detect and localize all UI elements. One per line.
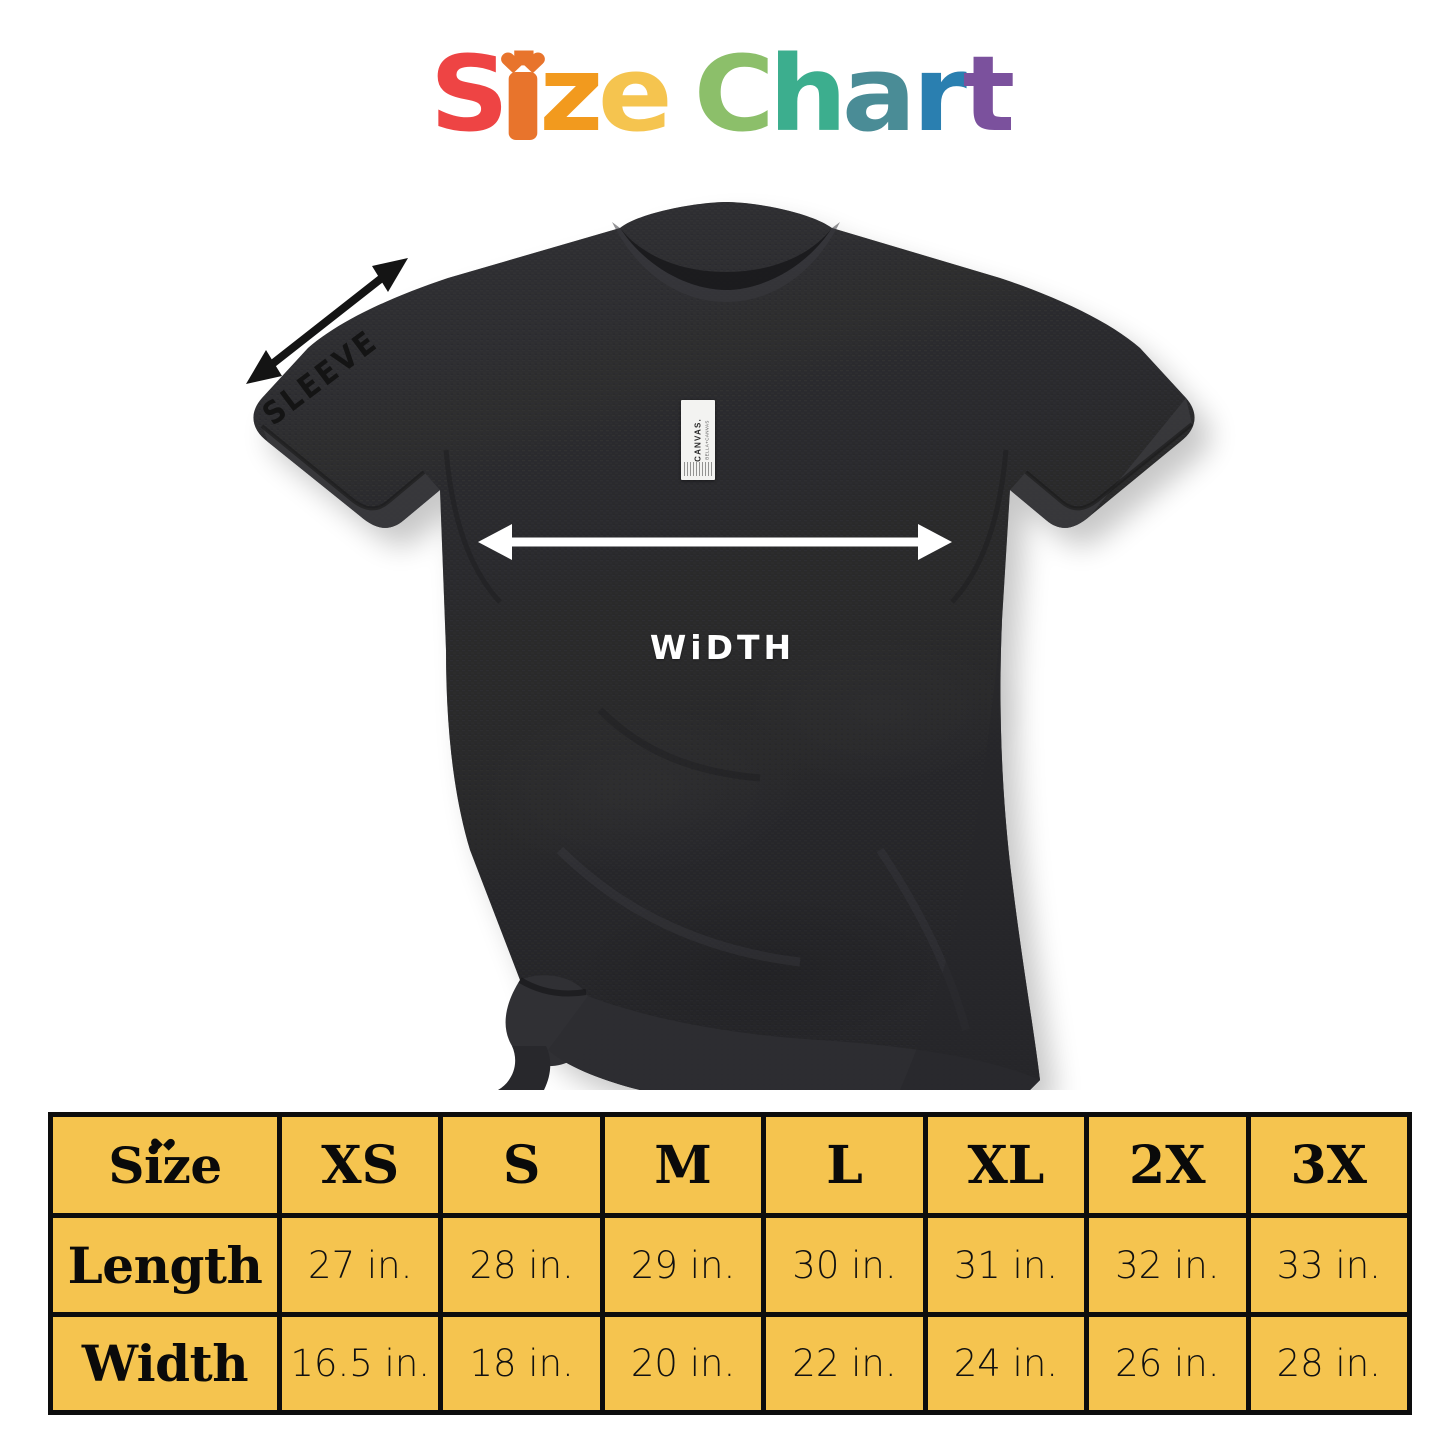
size-chart-title: SizeChart — [430, 33, 1015, 155]
shirt-body-shape — [253, 202, 1195, 1090]
header-cell-size: Size — [48, 1111, 282, 1219]
length-xs: 27 in. — [276, 1213, 444, 1317]
rowhead-length: Length — [48, 1213, 282, 1317]
length-s: 28 in. — [438, 1213, 605, 1317]
header-cell-m: M — [599, 1111, 767, 1219]
length-xl: 31 in. — [922, 1213, 1090, 1317]
header-cell-xs: XS — [276, 1111, 444, 1219]
title-letter-r-8: r — [912, 33, 966, 155]
tshirt-illustration — [246, 202, 1195, 1090]
width-m: 20 in. — [599, 1311, 767, 1416]
title-letter-a-7: a — [842, 33, 916, 155]
neck-brand-subtext: BELLA+CANVAS — [704, 420, 710, 460]
page-title: SizeChart — [0, 42, 1445, 162]
tshirt-photo: SLEEVE WiDTH CANVAS. BELLA+CANVAS — [0, 150, 1445, 1090]
neck-brand-label: CANVAS. BELLA+CANVAS — [681, 400, 715, 480]
title-letter-i-stem — [509, 72, 538, 140]
width-xs: 16.5 in. — [276, 1311, 444, 1416]
size-table: Size XS S M L XL 2X 3X Length 27 in. 28 … — [48, 1111, 1413, 1416]
header-cell-xl: XL — [922, 1111, 1090, 1219]
rowhead-width: Width — [48, 1311, 282, 1416]
title-letter-i-1: i — [505, 42, 543, 146]
table-row-length: Length 27 in. 28 in. 29 in. 30 in. 31 in… — [48, 1213, 1413, 1317]
length-l: 30 in. — [761, 1213, 928, 1317]
header-cell-s: S — [438, 1111, 605, 1219]
title-letter-t-9: t — [962, 33, 1015, 155]
heart-icon — [155, 1134, 170, 1148]
size-table-container: Size XS S M L XL 2X 3X Length 27 in. 28 … — [48, 1111, 1413, 1416]
title-letter-c-5: C — [693, 33, 775, 155]
header-cell-2x: 2X — [1084, 1111, 1251, 1219]
heart-icon — [510, 44, 538, 68]
length-m: 29 in. — [599, 1213, 767, 1317]
title-letter-s-0: S — [430, 33, 509, 155]
width-3x: 28 in. — [1245, 1311, 1413, 1416]
width-arrow — [478, 524, 952, 560]
title-letter-z-2: z — [539, 33, 603, 155]
width-measure-label: WiDTH — [649, 628, 796, 667]
width-2x: 26 in. — [1084, 1311, 1251, 1416]
header-cell-l: L — [761, 1111, 928, 1219]
width-s: 18 in. — [438, 1311, 605, 1416]
neck-label-barcode — [684, 462, 712, 476]
header-cell-3x: 3X — [1245, 1111, 1413, 1219]
sleeve-arrow — [246, 258, 408, 384]
shirt-collar — [612, 222, 840, 302]
table-row-width: Width 16.5 in. 18 in. 20 in. 22 in. 24 i… — [48, 1311, 1413, 1416]
neck-brand-text: CANVAS. — [693, 418, 703, 462]
title-letter-e-3: e — [598, 33, 673, 155]
length-2x: 32 in. — [1084, 1213, 1251, 1317]
right-sleeve-cuff — [1010, 398, 1194, 528]
width-xl: 24 in. — [922, 1311, 1090, 1416]
length-3x: 33 in. — [1245, 1213, 1413, 1317]
title-letter-h-6: h — [769, 33, 847, 155]
width-l: 22 in. — [761, 1311, 928, 1416]
table-header-row: Size XS S M L XL 2X 3X — [48, 1111, 1413, 1219]
left-sleeve-cuff — [260, 424, 440, 528]
